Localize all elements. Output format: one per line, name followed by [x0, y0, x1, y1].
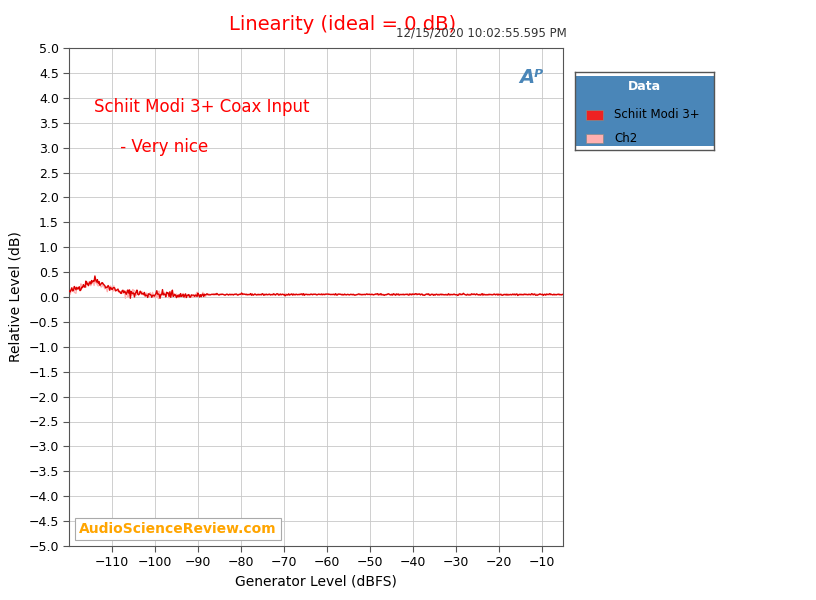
- Text: 12/15/2020 10:02:55.595 PM: 12/15/2020 10:02:55.595 PM: [397, 27, 567, 40]
- Text: Data: Data: [628, 80, 661, 92]
- X-axis label: Generator Level (dBFS): Generator Level (dBFS): [235, 575, 397, 589]
- Text: AudioScienceReview.com: AudioScienceReview.com: [79, 522, 277, 536]
- Text: - Very nice: - Very nice: [94, 137, 208, 155]
- Text: Aᴾ: Aᴾ: [519, 68, 543, 87]
- Text: Ch2: Ch2: [614, 132, 637, 145]
- Text: Schiit Modi 3+ Coax Input: Schiit Modi 3+ Coax Input: [94, 98, 309, 116]
- FancyBboxPatch shape: [587, 110, 603, 119]
- Text: Linearity (ideal = 0 dB): Linearity (ideal = 0 dB): [229, 15, 456, 34]
- Text: Schiit Modi 3+: Schiit Modi 3+: [614, 109, 700, 121]
- FancyBboxPatch shape: [587, 134, 603, 143]
- Y-axis label: Relative Level (dB): Relative Level (dB): [9, 232, 23, 362]
